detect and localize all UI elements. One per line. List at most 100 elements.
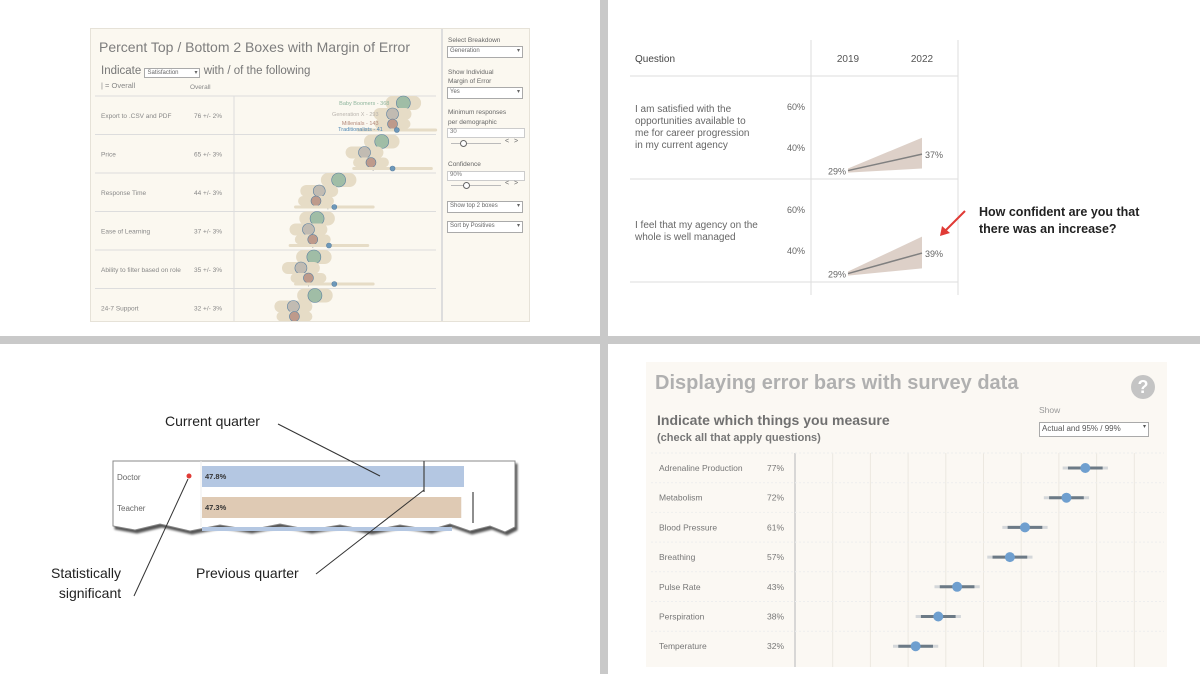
confidence-slider-thumb[interactable] <box>463 182 470 189</box>
leader-line <box>133 478 189 597</box>
quarter-comparison-bars: Doctor 47.8% Teacher 47.3% Current quarter Pr… <box>51 413 516 601</box>
annotation-line-2: there was an increase? <box>979 222 1117 236</box>
overall-value: 37 +/- 3% <box>194 229 222 236</box>
generation-dot <box>294 261 308 275</box>
row-label: Perspiration <box>659 612 705 622</box>
series-label: Traditionalists - 41 <box>338 127 383 133</box>
boxes-dropdown[interactable]: Show top 2 boxes <box>447 201 523 213</box>
row-label: 24-7 Support <box>101 306 139 313</box>
measure-dropdown[interactable]: Satisfaction <box>144 68 201 78</box>
trend-line <box>847 153 923 172</box>
series-label: Baby Boomers - 368 <box>339 101 389 107</box>
generation-dot <box>365 157 377 168</box>
row-label: Ability to filter based on role <box>101 267 181 274</box>
overall-value: 76 +/- 2% <box>194 113 222 120</box>
filter-sidebar: Select Breakdown Generation Show Individ… <box>441 29 529 321</box>
confidence-prev-button[interactable]: < <box>505 180 510 187</box>
overall-value: 65 +/- 3% <box>194 152 222 159</box>
bar-value: 47.8% <box>205 472 227 481</box>
subtitle-note: (check all that apply questions) <box>657 432 821 444</box>
row-value: 61% <box>767 522 784 532</box>
question-text: I feel that my agency on the <box>635 220 758 231</box>
generation-dot <box>307 234 319 245</box>
divider-horizontal <box>0 336 1200 344</box>
help-icon[interactable]: ? <box>1131 375 1155 399</box>
generation-dot <box>394 127 400 133</box>
moe-dropdown[interactable]: Yes <box>447 87 523 99</box>
question-text: I am satisfied with the <box>635 104 732 115</box>
generation-dot <box>386 107 399 121</box>
value-label: 37% <box>925 150 943 160</box>
overall-value: 35 +/- 3% <box>194 267 222 274</box>
previous-quarter-label: Previous quarter <box>196 565 299 581</box>
moe-label-1: Show Individual <box>448 69 494 76</box>
breakdown-label: Select Breakdown <box>448 37 501 44</box>
series-label: Millenials - 143 <box>342 121 379 127</box>
confidence-next-button[interactable]: > <box>514 180 519 187</box>
series-label: Generation X - 293 <box>332 112 378 118</box>
min-responses-slider-thumb[interactable] <box>460 140 467 147</box>
generation-dot <box>331 204 338 210</box>
value-label: 29% <box>828 270 846 280</box>
value-dot <box>1061 492 1072 503</box>
generation-dot <box>302 223 315 236</box>
breakdown-dropdown[interactable]: Generation <box>447 46 523 58</box>
indicate-prefix: Indicate <box>101 65 142 77</box>
generation-dot <box>287 300 300 313</box>
confidence-input[interactable]: 90% <box>447 171 525 181</box>
row-value: 57% <box>767 552 784 562</box>
significance-label-2: significant <box>59 585 121 601</box>
row-label: Response Time <box>101 190 147 197</box>
min-responses-slider[interactable] <box>451 143 501 144</box>
significance-label-1: Statistically <box>51 565 121 581</box>
row-label: Export to .CSV and PDF <box>101 113 171 120</box>
question-text: in my current agency <box>635 140 728 151</box>
question-text: me for career progression <box>635 128 750 139</box>
bar-value: 47.3% <box>205 503 227 512</box>
row-label: Ease of Learning <box>101 229 151 236</box>
y-tick: 60% <box>787 205 805 215</box>
panel-title: Percent Top / Bottom 2 Boxes with Margin… <box>99 39 410 55</box>
sort-dropdown[interactable]: Sort by Positives <box>447 221 523 233</box>
min-responses-input[interactable]: 30 <box>447 128 525 138</box>
min-label-1: Minimum responses <box>448 109 507 116</box>
bar-partial <box>202 527 452 531</box>
row-label: Blood Pressure <box>659 522 717 532</box>
current-quarter-label: Current quarter <box>165 413 260 429</box>
generation-dot <box>303 272 314 284</box>
overall-value: 44 +/- 3% <box>194 190 222 197</box>
trend-with-confidence-band: Question 2019 2022 I am satisfied with theo… <box>630 40 1140 295</box>
show-dropdown[interactable]: Actual and 95% / 99% <box>1039 422 1149 437</box>
value-dot <box>933 611 944 622</box>
overall-legend: | = Overall <box>101 81 136 90</box>
y-tick: 60% <box>787 102 805 112</box>
indicate-row: Indicate Satisfaction with / of the foll… <box>101 65 310 78</box>
header-2022: 2022 <box>911 54 934 65</box>
panel-error-bars: Displaying error bars with survey data ?… <box>646 362 1167 667</box>
generation-dot <box>396 95 411 111</box>
confidence-band <box>848 137 922 173</box>
row-value: 77% <box>767 463 784 473</box>
subtitle: Indicate which things you measure <box>657 412 890 428</box>
leader-line <box>315 489 425 575</box>
value-label: 29% <box>828 167 846 177</box>
confidence-band <box>848 236 922 276</box>
confidence-label: Confidence <box>448 161 481 168</box>
min-label-2: per demographic <box>448 119 497 126</box>
row-value: 43% <box>767 582 784 592</box>
arrow-icon <box>943 210 966 233</box>
min-next-button[interactable]: > <box>514 138 519 145</box>
row-label: Doctor <box>117 473 141 482</box>
generation-dot <box>289 311 300 321</box>
question-text: opportunities available to <box>635 116 746 127</box>
value-dot <box>1004 552 1015 563</box>
min-prev-button[interactable]: < <box>505 138 510 145</box>
indicate-suffix: with / of the following <box>203 65 311 77</box>
header-question: Question <box>635 54 675 65</box>
overall-value: 32 +/- 3% <box>194 306 222 313</box>
generation-dot <box>307 288 323 303</box>
confidence-slider[interactable] <box>451 185 501 186</box>
question-text: whole is well managed <box>634 232 736 243</box>
generation-dot <box>389 165 396 172</box>
row-label: Price <box>101 152 116 159</box>
